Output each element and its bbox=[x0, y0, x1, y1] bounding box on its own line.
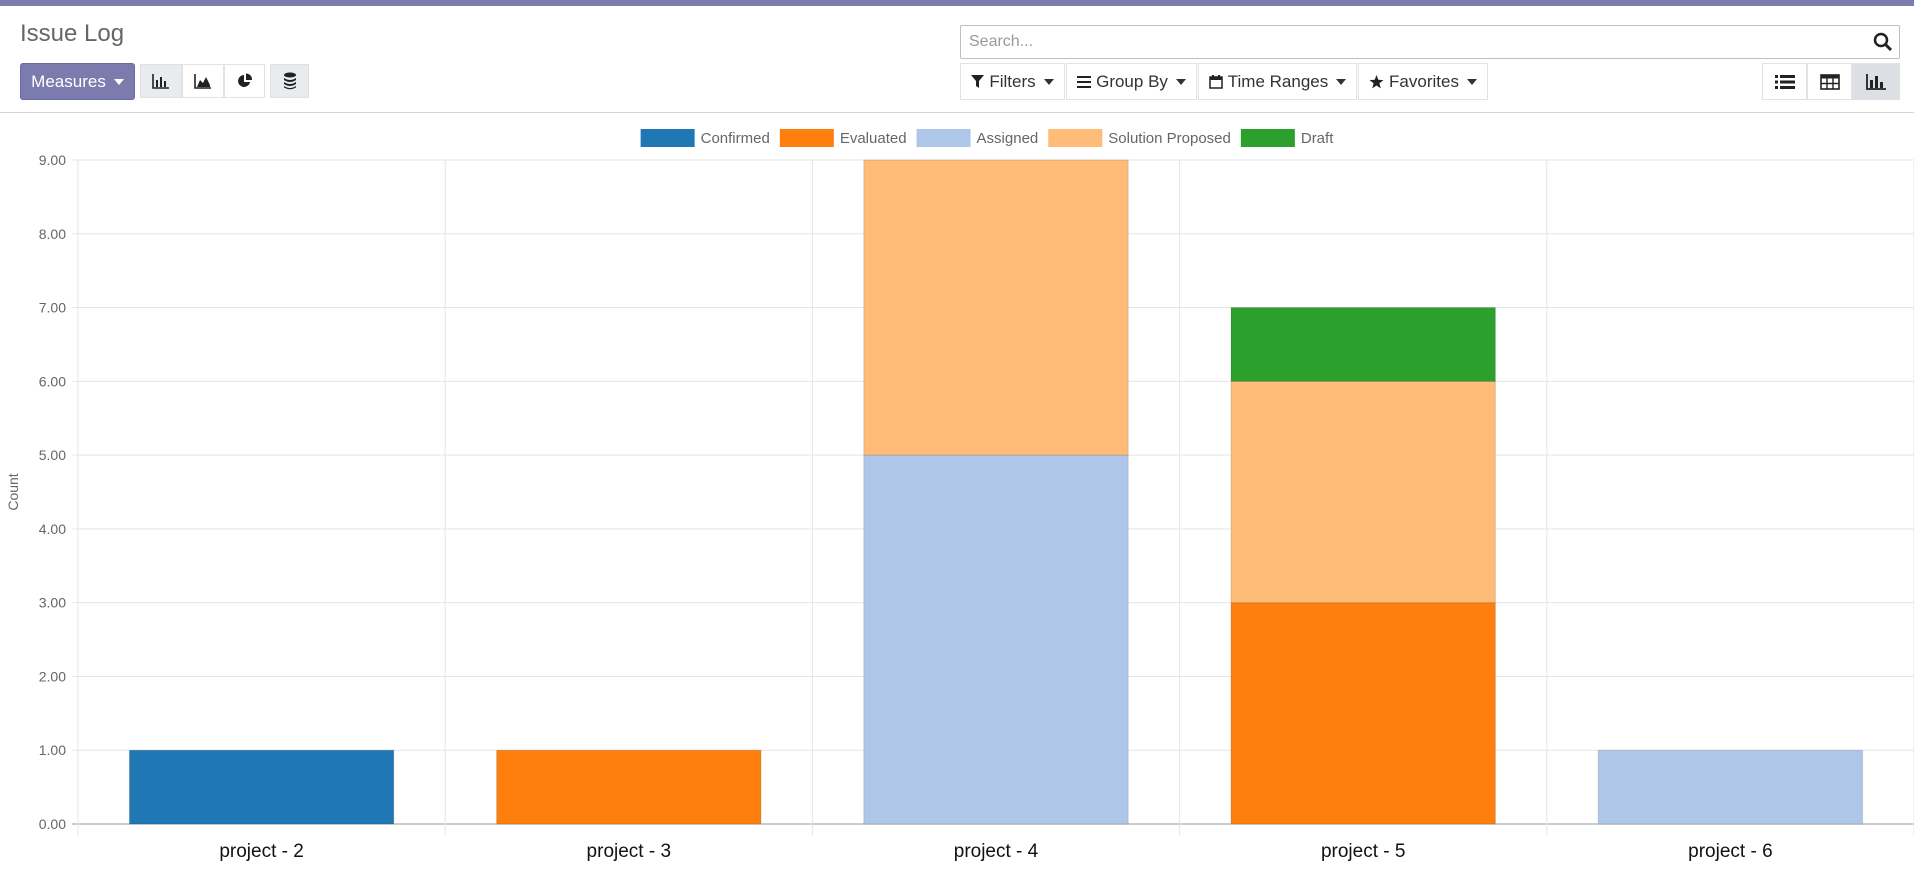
legend-item-draft[interactable]: Draft bbox=[1240, 129, 1334, 147]
chart-bars bbox=[128, 159, 1864, 825]
stack-icon bbox=[283, 72, 296, 90]
y-axis-label: Count bbox=[5, 473, 21, 510]
line-chart-button[interactable] bbox=[182, 64, 224, 98]
list-view-button[interactable] bbox=[1762, 63, 1807, 100]
y-tick-label: 2.00 bbox=[39, 668, 66, 684]
calendar-icon bbox=[1209, 74, 1223, 89]
y-axis-ticks: 0.00 1.00 2.00 3.00 4.00 5.00 6.00 7.00 8.00 9.00 bbox=[39, 152, 66, 832]
x-category-label: project - 3 bbox=[587, 841, 671, 862]
legend-label: Draft bbox=[1301, 130, 1334, 147]
bar-segment-solution-proposed[interactable] bbox=[863, 159, 1129, 456]
caret-down-icon bbox=[1336, 78, 1347, 85]
list-bars-icon bbox=[1077, 75, 1092, 88]
bar-segment-evaluated[interactable] bbox=[1230, 602, 1496, 825]
y-tick-label: 6.00 bbox=[39, 373, 66, 389]
caret-down-icon bbox=[1466, 78, 1477, 85]
legend-label: Evaluated bbox=[840, 130, 907, 147]
search-box bbox=[960, 25, 1900, 59]
graph-area: Confirmed Evaluated Assigned Solution Propo… bbox=[0, 113, 1914, 888]
bar-segment-assigned[interactable] bbox=[1597, 749, 1864, 825]
x-axis-labels: project - 2 project - 3 project - 4 project… bbox=[219, 841, 1772, 862]
x-category-label: project - 6 bbox=[1688, 841, 1772, 862]
legend-item-confirmed[interactable]: Confirmed bbox=[640, 129, 770, 147]
measures-button[interactable]: Measures bbox=[20, 63, 135, 100]
bar-chart-button[interactable] bbox=[140, 64, 182, 98]
line-chart-icon bbox=[194, 74, 211, 89]
favorites-button[interactable]: Favorites bbox=[1358, 63, 1488, 100]
caret-down-icon bbox=[1175, 78, 1186, 85]
legend-item-solution-proposed[interactable]: Solution Proposed bbox=[1048, 129, 1231, 147]
star-icon bbox=[1369, 74, 1384, 88]
y-tick-label: 1.00 bbox=[39, 742, 66, 758]
legend-label: Assigned bbox=[977, 130, 1039, 147]
x-category-label: project - 2 bbox=[219, 841, 303, 862]
legend-item-evaluated[interactable]: Evaluated bbox=[779, 129, 907, 147]
legend-swatch bbox=[1048, 129, 1103, 147]
list-view-icon bbox=[1774, 74, 1795, 89]
bar-segment-assigned[interactable] bbox=[863, 454, 1129, 825]
bar-segment-confirmed[interactable] bbox=[128, 749, 395, 825]
timeranges-button[interactable]: Time Ranges bbox=[1198, 63, 1357, 100]
stacked-bar-chart: Confirmed Evaluated Assigned Solution Propo… bbox=[5, 129, 1914, 862]
legend-label: Solution Proposed bbox=[1108, 130, 1231, 147]
legend-swatch bbox=[1240, 129, 1295, 147]
legend-item-assigned[interactable]: Assigned bbox=[916, 129, 1039, 147]
y-tick-label: 0.00 bbox=[39, 816, 66, 832]
caret-down-icon bbox=[1043, 78, 1054, 85]
legend-swatch bbox=[640, 129, 695, 147]
bar-chart-icon bbox=[152, 74, 169, 89]
favorites-label: Favorites bbox=[1389, 71, 1459, 91]
measures-label: Measures bbox=[31, 71, 106, 91]
filters-button[interactable]: Filters bbox=[960, 63, 1065, 100]
bar-segment-draft[interactable] bbox=[1230, 307, 1496, 382]
pivot-view-button[interactable] bbox=[1807, 63, 1852, 100]
legend-label: Confirmed bbox=[701, 130, 770, 147]
search-input[interactable] bbox=[967, 26, 1851, 58]
stacked-button[interactable] bbox=[270, 64, 309, 98]
top-accent-bar bbox=[0, 0, 1914, 6]
filters-label: Filters bbox=[989, 71, 1036, 91]
caret-down-icon bbox=[113, 78, 124, 85]
page-title: Issue Log bbox=[20, 20, 125, 47]
graph-view-icon bbox=[1866, 73, 1886, 90]
pie-chart-icon bbox=[237, 73, 252, 87]
y-tick-label: 5.00 bbox=[39, 447, 66, 463]
timeranges-label: Time Ranges bbox=[1227, 71, 1329, 91]
groupby-label: Group By bbox=[1096, 71, 1168, 91]
bar-segment-solution-proposed[interactable] bbox=[1230, 380, 1496, 604]
legend-swatch bbox=[779, 129, 834, 147]
x-category-label: project - 5 bbox=[1321, 841, 1405, 862]
legend-swatch bbox=[916, 129, 971, 147]
pivot-view-icon bbox=[1819, 73, 1840, 90]
graph-view-button[interactable] bbox=[1852, 63, 1900, 100]
y-tick-label: 8.00 bbox=[39, 226, 66, 242]
y-tick-label: 4.00 bbox=[39, 521, 66, 537]
bar-segment-evaluated[interactable] bbox=[496, 749, 762, 825]
x-category-label: project - 4 bbox=[954, 841, 1039, 862]
y-tick-label: 9.00 bbox=[39, 152, 66, 168]
chart-legend: Confirmed Evaluated Assigned Solution Propo… bbox=[640, 129, 1334, 147]
groupby-button[interactable]: Group By bbox=[1066, 63, 1197, 100]
y-tick-label: 3.00 bbox=[39, 595, 66, 611]
y-tick-label: 7.00 bbox=[39, 300, 66, 316]
search-icon[interactable] bbox=[1873, 32, 1893, 57]
filter-icon bbox=[971, 74, 985, 88]
pie-chart-button[interactable] bbox=[224, 64, 265, 98]
control-panel: Issue Log Measures bbox=[0, 6, 1914, 113]
